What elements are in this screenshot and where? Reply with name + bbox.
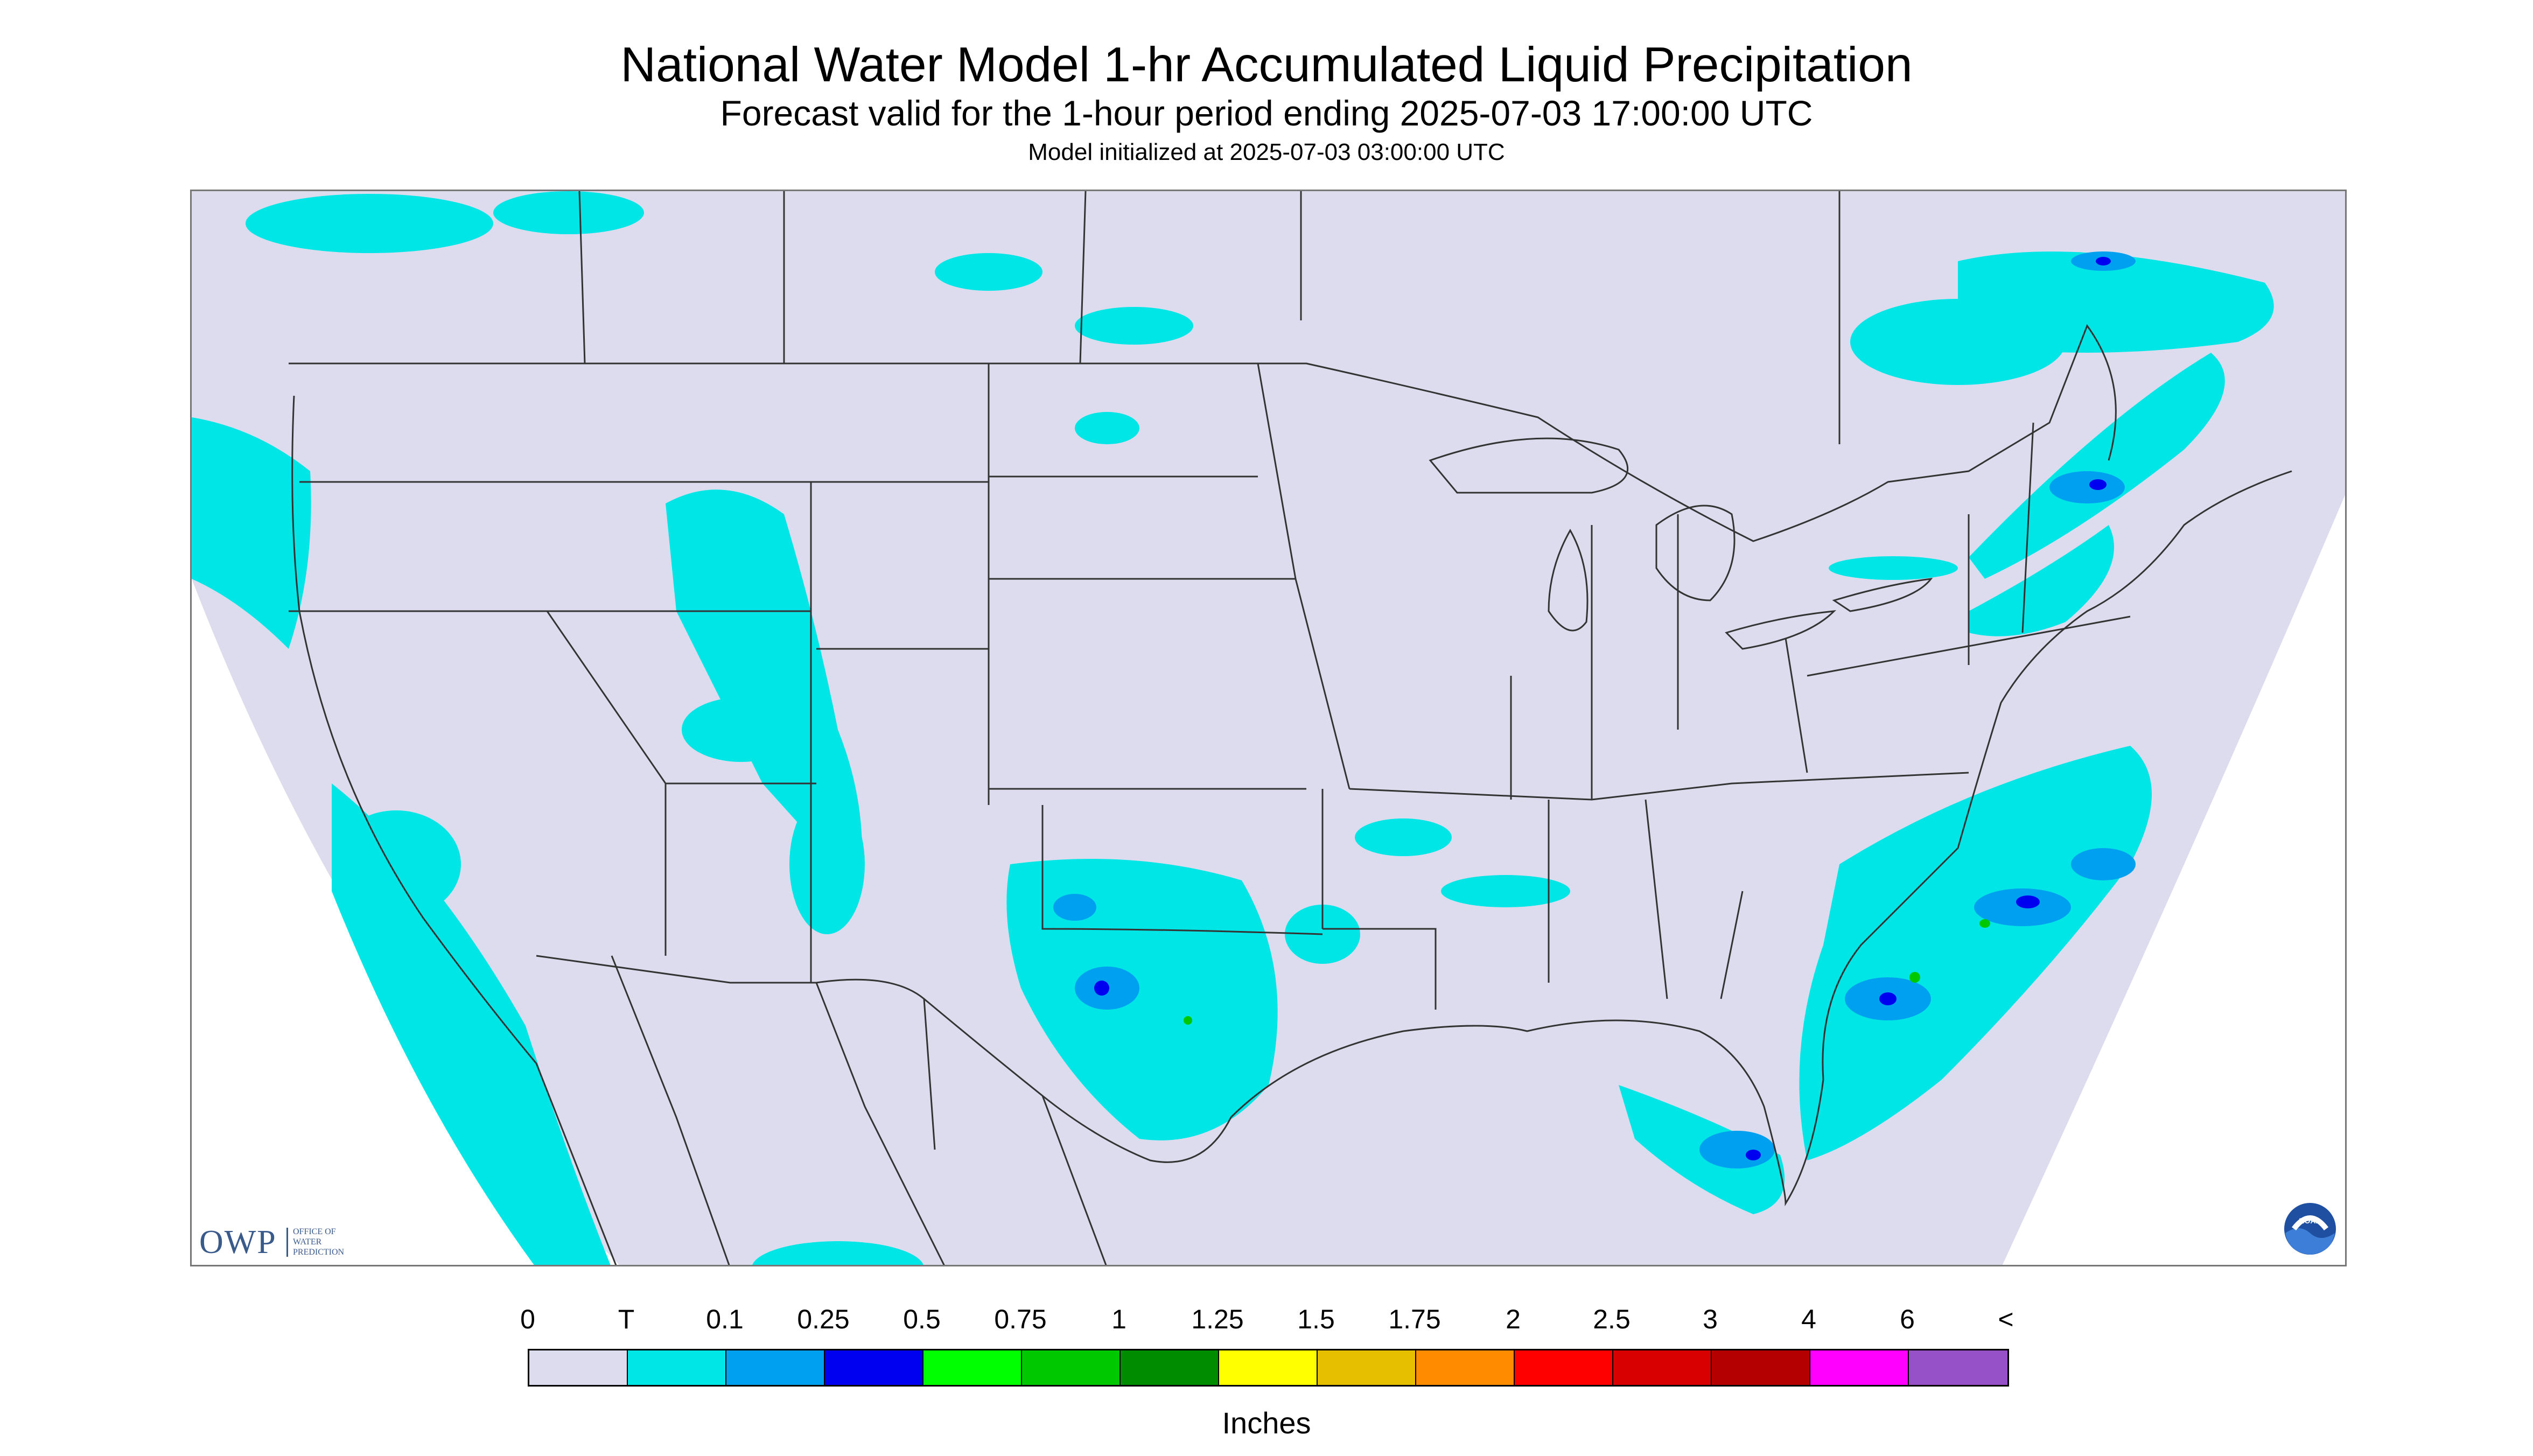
legend-swatch	[923, 1350, 1022, 1385]
legend-swatch	[1712, 1350, 1810, 1385]
model-init-line: Model initialized at 2025-07-03 03:00:00…	[1028, 139, 1505, 165]
mexico-lines	[611, 955, 1107, 1265]
legend-swatch	[1219, 1350, 1318, 1385]
owp-logo: OWP OFFICE OF WATER PREDICTION	[199, 1223, 382, 1261]
legend-label: 1	[1111, 1304, 1126, 1334]
legend-label: 1.25	[1191, 1304, 1244, 1334]
legend-swatch	[1022, 1350, 1121, 1385]
legend-label: 2.5	[1593, 1304, 1631, 1334]
noaa-text: NOAA	[2299, 1216, 2321, 1225]
legend-label: 1.5	[1297, 1304, 1335, 1334]
legend-swatch	[1318, 1350, 1416, 1385]
legend-label: 0.75	[994, 1304, 1047, 1334]
legend-unit: Inches	[1222, 1406, 1311, 1440]
noaa-logo: NOAA	[2284, 1203, 2336, 1255]
legend-swatch	[1121, 1350, 1219, 1385]
great-lakes	[1429, 437, 1933, 650]
legend-label: 6	[1900, 1304, 1915, 1334]
model-domain	[192, 191, 2345, 1265]
legend-label: 2	[1506, 1304, 1521, 1334]
legend-swatch	[529, 1350, 628, 1385]
legend-label: 4	[1801, 1304, 1816, 1334]
moderate-precip	[1184, 919, 1990, 1025]
owp-word: OFFICE OF	[293, 1227, 336, 1236]
legend-swatch	[628, 1350, 726, 1385]
light-precip	[1053, 251, 2136, 1168]
map-canvas	[192, 191, 2345, 1265]
owp-word: PREDICTION	[293, 1248, 345, 1257]
map-title: National Water Model 1-hr Accumulated Li…	[620, 38, 1913, 92]
legend-swatch	[726, 1350, 825, 1385]
province-line	[1079, 191, 1087, 364]
legend-swatch	[825, 1350, 923, 1385]
legend-swatch	[1613, 1350, 1712, 1385]
precipitation-areas	[192, 191, 2274, 1265]
forecast-valid-subtitle: Forecast valid for the 1-hour period end…	[720, 93, 1813, 133]
legend-swatch	[1810, 1350, 1909, 1385]
owp-letters: OWP	[199, 1224, 277, 1261]
legend-label: 3	[1703, 1304, 1718, 1334]
legend-label: 0.1	[706, 1304, 744, 1334]
owp-word: WATER	[293, 1237, 322, 1247]
trace-precip	[192, 191, 2274, 1265]
legend-label: 0.25	[797, 1304, 850, 1334]
pacific-coast	[291, 395, 617, 1265]
gulf-atlantic-coast	[1230, 470, 2292, 1207]
owp-words: OFFICE OF WATER PREDICTION	[293, 1227, 344, 1257]
legend-label: 1.75	[1388, 1304, 1441, 1334]
legend-color-bar	[528, 1349, 2009, 1387]
legend-label: 0	[520, 1304, 535, 1334]
precipitation-map	[190, 190, 2347, 1266]
legend-swatch	[1515, 1350, 1613, 1385]
legend-label: 0.5	[903, 1304, 941, 1334]
province-line	[578, 191, 586, 364]
legend-labels: 0 T 0.1 0.25 0.5 0.75 1 1.25 1.5 1.75 2 2.5 3 4 6 <	[0, 1303, 2533, 1335]
us-mexico-border	[536, 955, 1232, 1163]
legend-label: T	[618, 1304, 635, 1334]
legend-label: <	[1998, 1304, 2014, 1334]
heavy-precip	[1094, 257, 2111, 1160]
owp-separator	[286, 1228, 288, 1257]
legend-swatch	[1909, 1350, 2007, 1385]
us-canada-border	[289, 324, 2117, 542]
boundaries	[289, 191, 2292, 1265]
state-lines	[289, 363, 2131, 1010]
legend-swatch	[1416, 1350, 1515, 1385]
